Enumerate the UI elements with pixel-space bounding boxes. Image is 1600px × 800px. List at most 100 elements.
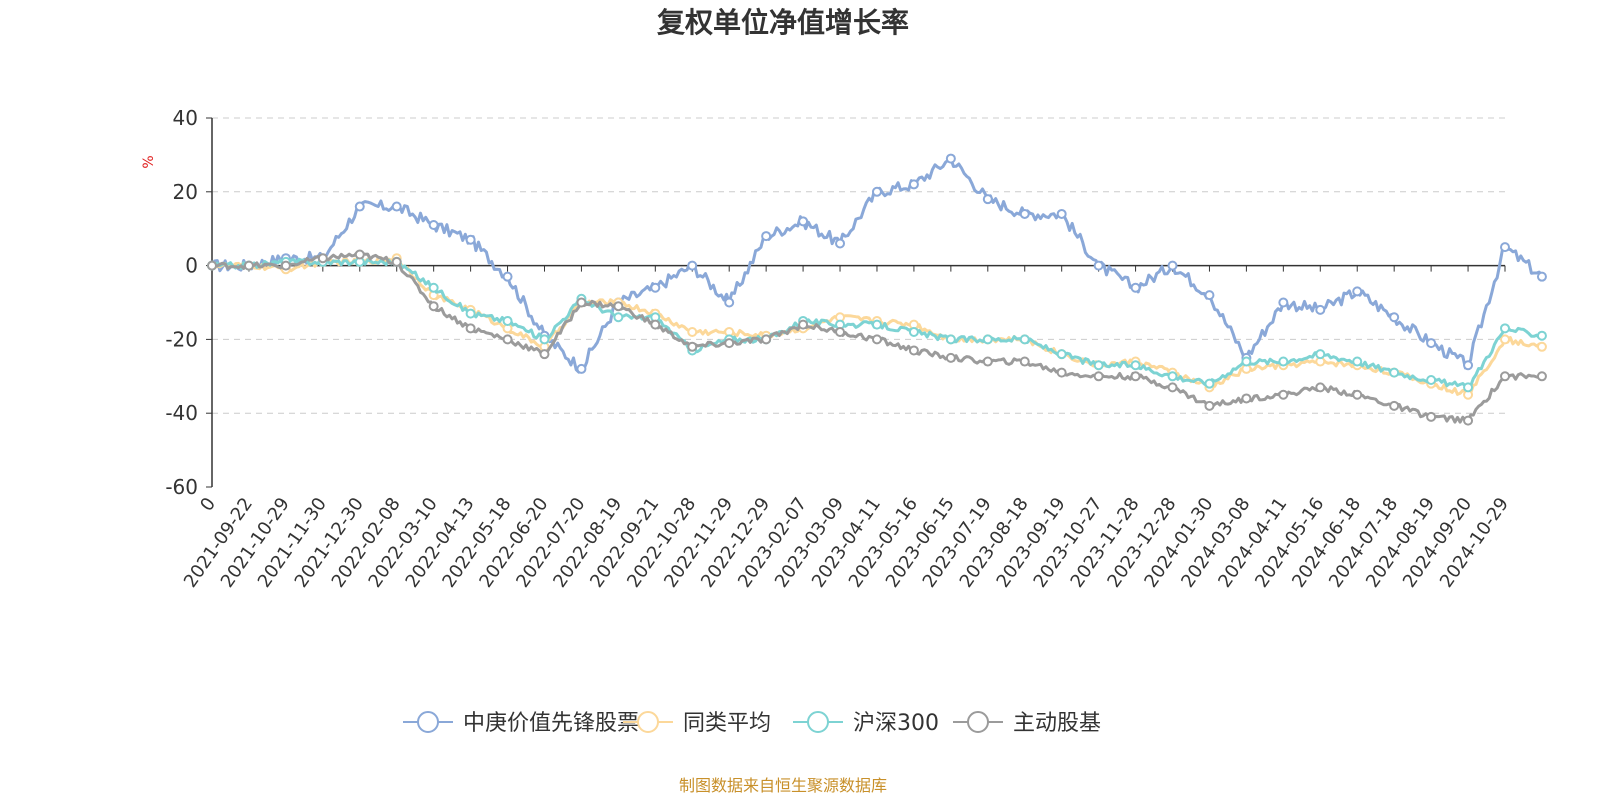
data-point	[428, 220, 439, 231]
data-point	[761, 334, 772, 345]
data-point	[1130, 360, 1141, 371]
data-point	[317, 253, 328, 264]
chart-title: 复权单位净值增长率	[657, 6, 909, 39]
data-point	[835, 238, 846, 249]
data-point	[465, 234, 476, 245]
data-point	[1130, 282, 1141, 293]
data-point	[1426, 411, 1437, 422]
data-point	[724, 297, 735, 308]
data-point	[354, 249, 365, 260]
y-tick-label: -40	[165, 401, 198, 425]
data-point	[428, 301, 439, 312]
data-point	[576, 297, 587, 308]
data-point	[945, 352, 956, 363]
data-point	[1536, 341, 1547, 352]
data-point	[1019, 208, 1030, 219]
data-point	[1056, 208, 1067, 219]
data-point	[280, 260, 291, 271]
data-point	[908, 327, 919, 338]
data-point	[1056, 349, 1067, 360]
data-point	[1500, 334, 1510, 345]
legend-swatch-marker	[637, 711, 659, 733]
legend-label: 同类平均	[683, 711, 771, 736]
data-point	[835, 327, 846, 338]
data-point	[687, 260, 698, 271]
data-point	[1536, 371, 1547, 382]
y-axis-unit: %	[141, 155, 157, 168]
data-point	[1093, 360, 1104, 371]
legend-swatch-marker	[417, 711, 439, 733]
data-point	[908, 179, 919, 190]
data-point	[1315, 382, 1326, 393]
data-point	[539, 349, 550, 360]
data-point	[1278, 389, 1289, 400]
data-point	[982, 356, 993, 367]
data-point	[428, 282, 439, 293]
data-point	[1352, 356, 1363, 367]
data-point	[1315, 349, 1326, 360]
data-point	[1352, 389, 1363, 400]
data-point	[502, 315, 513, 326]
legend-label: 沪深300	[853, 711, 939, 736]
data-point	[243, 260, 254, 271]
data-point	[1463, 382, 1474, 393]
data-point	[207, 260, 217, 271]
y-tick-label: 0	[185, 254, 198, 278]
data-point	[1536, 330, 1547, 341]
data-point	[465, 308, 476, 319]
data-point	[1352, 286, 1363, 297]
y-tick-label: -60	[165, 475, 198, 499]
data-point	[1167, 371, 1178, 382]
legend-swatch-marker	[807, 711, 829, 733]
data-point	[1093, 371, 1104, 382]
data-point	[391, 201, 402, 212]
data-point	[798, 216, 809, 227]
legend-label: 中庚价值先锋股票	[463, 711, 639, 736]
data-point	[687, 341, 698, 352]
y-tick-label: -20	[165, 327, 198, 351]
legend[interactable]: 中庚价值先锋股票 同类平均 沪深300 主动股基	[403, 711, 1101, 736]
data-point	[576, 363, 587, 374]
y-tick-label: 40	[173, 106, 198, 130]
data-point	[1426, 338, 1437, 349]
data-point	[1389, 312, 1400, 323]
data-point	[1536, 271, 1547, 282]
data-point	[502, 271, 513, 282]
data-point	[650, 319, 661, 330]
data-point	[465, 323, 476, 334]
data-point	[1019, 356, 1030, 367]
data-point	[871, 319, 882, 330]
axes: 40200-20-40-6002021-09-222021-10-292021-…	[165, 106, 1513, 592]
data-point	[1278, 356, 1289, 367]
data-point	[1241, 356, 1252, 367]
data-point	[945, 334, 956, 345]
legend-label: 主动股基	[1013, 711, 1101, 736]
data-point	[1204, 290, 1215, 301]
data-point	[761, 231, 772, 242]
data-point	[1204, 378, 1215, 389]
data-point	[1093, 260, 1104, 271]
data-point	[945, 153, 956, 164]
data-point	[391, 256, 402, 267]
data-point	[354, 201, 365, 212]
data-point	[1389, 400, 1400, 411]
data-point	[613, 312, 624, 323]
x-tick-label: 0	[196, 494, 220, 515]
data-point	[982, 334, 993, 345]
data-point	[1315, 304, 1326, 315]
data-point	[1167, 382, 1178, 393]
data-point	[1241, 393, 1252, 404]
data-point	[1167, 260, 1178, 271]
data-point	[1278, 297, 1289, 308]
data-point	[502, 334, 513, 345]
data-point	[687, 327, 698, 338]
data-point	[539, 334, 550, 345]
data-source-note: 制图数据来自恒生聚源数据库	[679, 776, 887, 795]
data-point	[650, 282, 661, 293]
data-point	[1463, 415, 1474, 426]
data-point	[724, 338, 735, 349]
legend-swatch-marker	[967, 711, 989, 733]
data-point	[1130, 371, 1141, 382]
data-point	[1204, 400, 1215, 411]
